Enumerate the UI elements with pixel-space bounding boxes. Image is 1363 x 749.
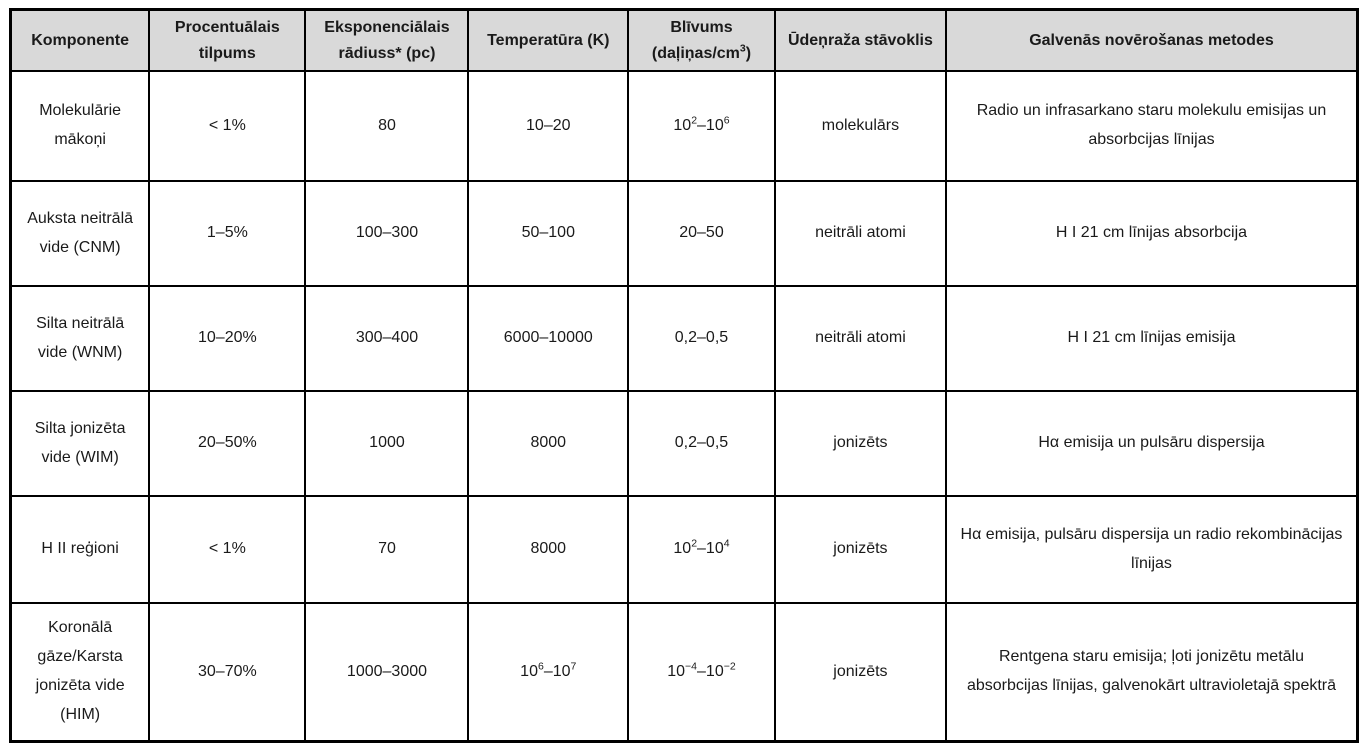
table-cell: 102–106: [627, 70, 776, 183]
table-cell: H II reģioni: [9, 495, 151, 605]
table-cell: 10–20: [467, 70, 630, 183]
table-cell: neitrāli atomi: [773, 180, 947, 288]
table-cell: Rentgena staru emisija; ļoti jonizētu me…: [944, 602, 1359, 743]
table-cell: 1000–3000: [304, 602, 470, 743]
table-cell: < 1%: [148, 495, 307, 605]
table-cell: 1000: [304, 390, 470, 498]
table-cell: 6000–10000: [467, 285, 630, 393]
column-header: Ūdeņraža stāvoklis: [773, 8, 947, 73]
table-cell: Koronālā gāze/Karsta jonizēta vide (HIM): [9, 602, 151, 743]
table-body: Molekulārie mākoņi < 1% 80 10–20 102–106 mole…: [9, 70, 1359, 743]
table-cell: 1–5%: [148, 180, 307, 288]
table-row: Silta jonizēta vide (WIM) 20–50% 1000 8000 0…: [9, 390, 1359, 498]
table-cell: jonizēts: [773, 602, 947, 743]
table-cell: 8000: [467, 390, 630, 498]
table-cell: 50–100: [467, 180, 630, 288]
table-cell: 10–20%: [148, 285, 307, 393]
column-header: Eksponenciālais rādiuss* (pc): [304, 8, 470, 73]
table-cell: jonizēts: [773, 390, 947, 498]
table-row: Silta neitrālā vide (WNM) 10–20% 300–400 60…: [9, 285, 1359, 393]
column-header: Procentuālais tilpums: [148, 8, 307, 73]
column-header: Komponente: [9, 8, 151, 73]
table-cell: 10−4–10−2: [627, 602, 776, 743]
table-cell: Silta neitrālā vide (WNM): [9, 285, 151, 393]
table-cell: Hα emisija un pulsāru dispersija: [944, 390, 1359, 498]
table-cell: H I 21 cm līnijas emisija: [944, 285, 1359, 393]
table-cell: 20–50%: [148, 390, 307, 498]
table-cell: 106–107: [467, 602, 630, 743]
header-row: Komponente Procentuālais tilpums Eksponenc…: [9, 8, 1359, 73]
table-cell: 102–104: [627, 495, 776, 605]
table-cell: < 1%: [148, 70, 307, 183]
table-cell: 30–70%: [148, 602, 307, 743]
table-row: H II reģioni < 1% 70 8000 102–104 jonizēts Hα …: [9, 495, 1359, 605]
table-cell: 0,2–0,5: [627, 285, 776, 393]
table-cell: 70: [304, 495, 470, 605]
table-row: Koronālā gāze/Karsta jonizēta vide (HIM)…: [9, 602, 1359, 743]
table-cell: 20–50: [627, 180, 776, 288]
table-cell: molekulārs: [773, 70, 947, 183]
ism-phases-table: Komponente Procentuālais tilpums Eksponenc…: [9, 8, 1359, 743]
table-cell: Hα emisija, pulsāru dispersija un radio …: [944, 495, 1359, 605]
column-header: Galvenās novērošanas metodes: [944, 8, 1359, 73]
table-header: Komponente Procentuālais tilpums Eksponenc…: [9, 8, 1359, 73]
table-cell: neitrāli atomi: [773, 285, 947, 393]
table-cell: 300–400: [304, 285, 470, 393]
table-row: Molekulārie mākoņi < 1% 80 10–20 102–106 mole…: [9, 70, 1359, 183]
table-cell: Molekulārie mākoņi: [9, 70, 151, 183]
table-cell: jonizēts: [773, 495, 947, 605]
column-header: Temperatūra (K): [467, 8, 630, 73]
table-cell: Radio un infrasarkano staru molekulu emi…: [944, 70, 1359, 183]
table-cell: Auksta neitrālā vide (CNM): [9, 180, 151, 288]
table-row: Auksta neitrālā vide (CNM) 1–5% 100–300 50–…: [9, 180, 1359, 288]
table-cell: Silta jonizēta vide (WIM): [9, 390, 151, 498]
table-cell: 100–300: [304, 180, 470, 288]
table-cell: 8000: [467, 495, 630, 605]
table-cell: H I 21 cm līnijas absorbcija: [944, 180, 1359, 288]
table-cell: 0,2–0,5: [627, 390, 776, 498]
column-header: Blīvums (daļiņas/cm3): [627, 8, 776, 73]
table-cell: 80: [304, 70, 470, 183]
